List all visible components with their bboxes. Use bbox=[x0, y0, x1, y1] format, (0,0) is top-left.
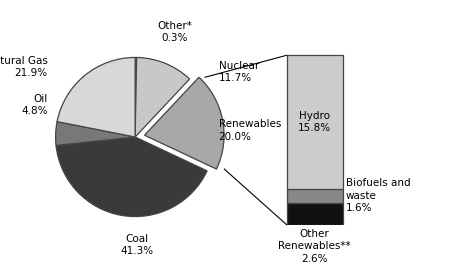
Text: Hydro
15.8%: Hydro 15.8% bbox=[298, 111, 331, 133]
Text: Other*
0.3%: Other* 0.3% bbox=[158, 21, 192, 43]
Text: Renewables
20.0%: Renewables 20.0% bbox=[219, 119, 281, 142]
Wedge shape bbox=[135, 58, 190, 137]
Text: Other
Renewables**
2.6%: Other Renewables** 2.6% bbox=[278, 229, 351, 264]
Wedge shape bbox=[135, 58, 137, 137]
Wedge shape bbox=[55, 122, 135, 145]
Text: Oil
4.8%: Oil 4.8% bbox=[21, 94, 48, 116]
Text: Nuclear
11.7%: Nuclear 11.7% bbox=[219, 61, 259, 83]
Bar bbox=[287, 189, 343, 203]
Text: Natural Gas
21.9%: Natural Gas 21.9% bbox=[0, 56, 48, 78]
Text: Biofuels and
waste
1.6%: Biofuels and waste 1.6% bbox=[346, 178, 411, 213]
Text: Coal
41.3%: Coal 41.3% bbox=[120, 234, 153, 256]
Wedge shape bbox=[57, 58, 135, 137]
Wedge shape bbox=[56, 137, 207, 216]
Wedge shape bbox=[144, 77, 224, 169]
Bar bbox=[287, 203, 343, 225]
Bar bbox=[287, 55, 343, 189]
